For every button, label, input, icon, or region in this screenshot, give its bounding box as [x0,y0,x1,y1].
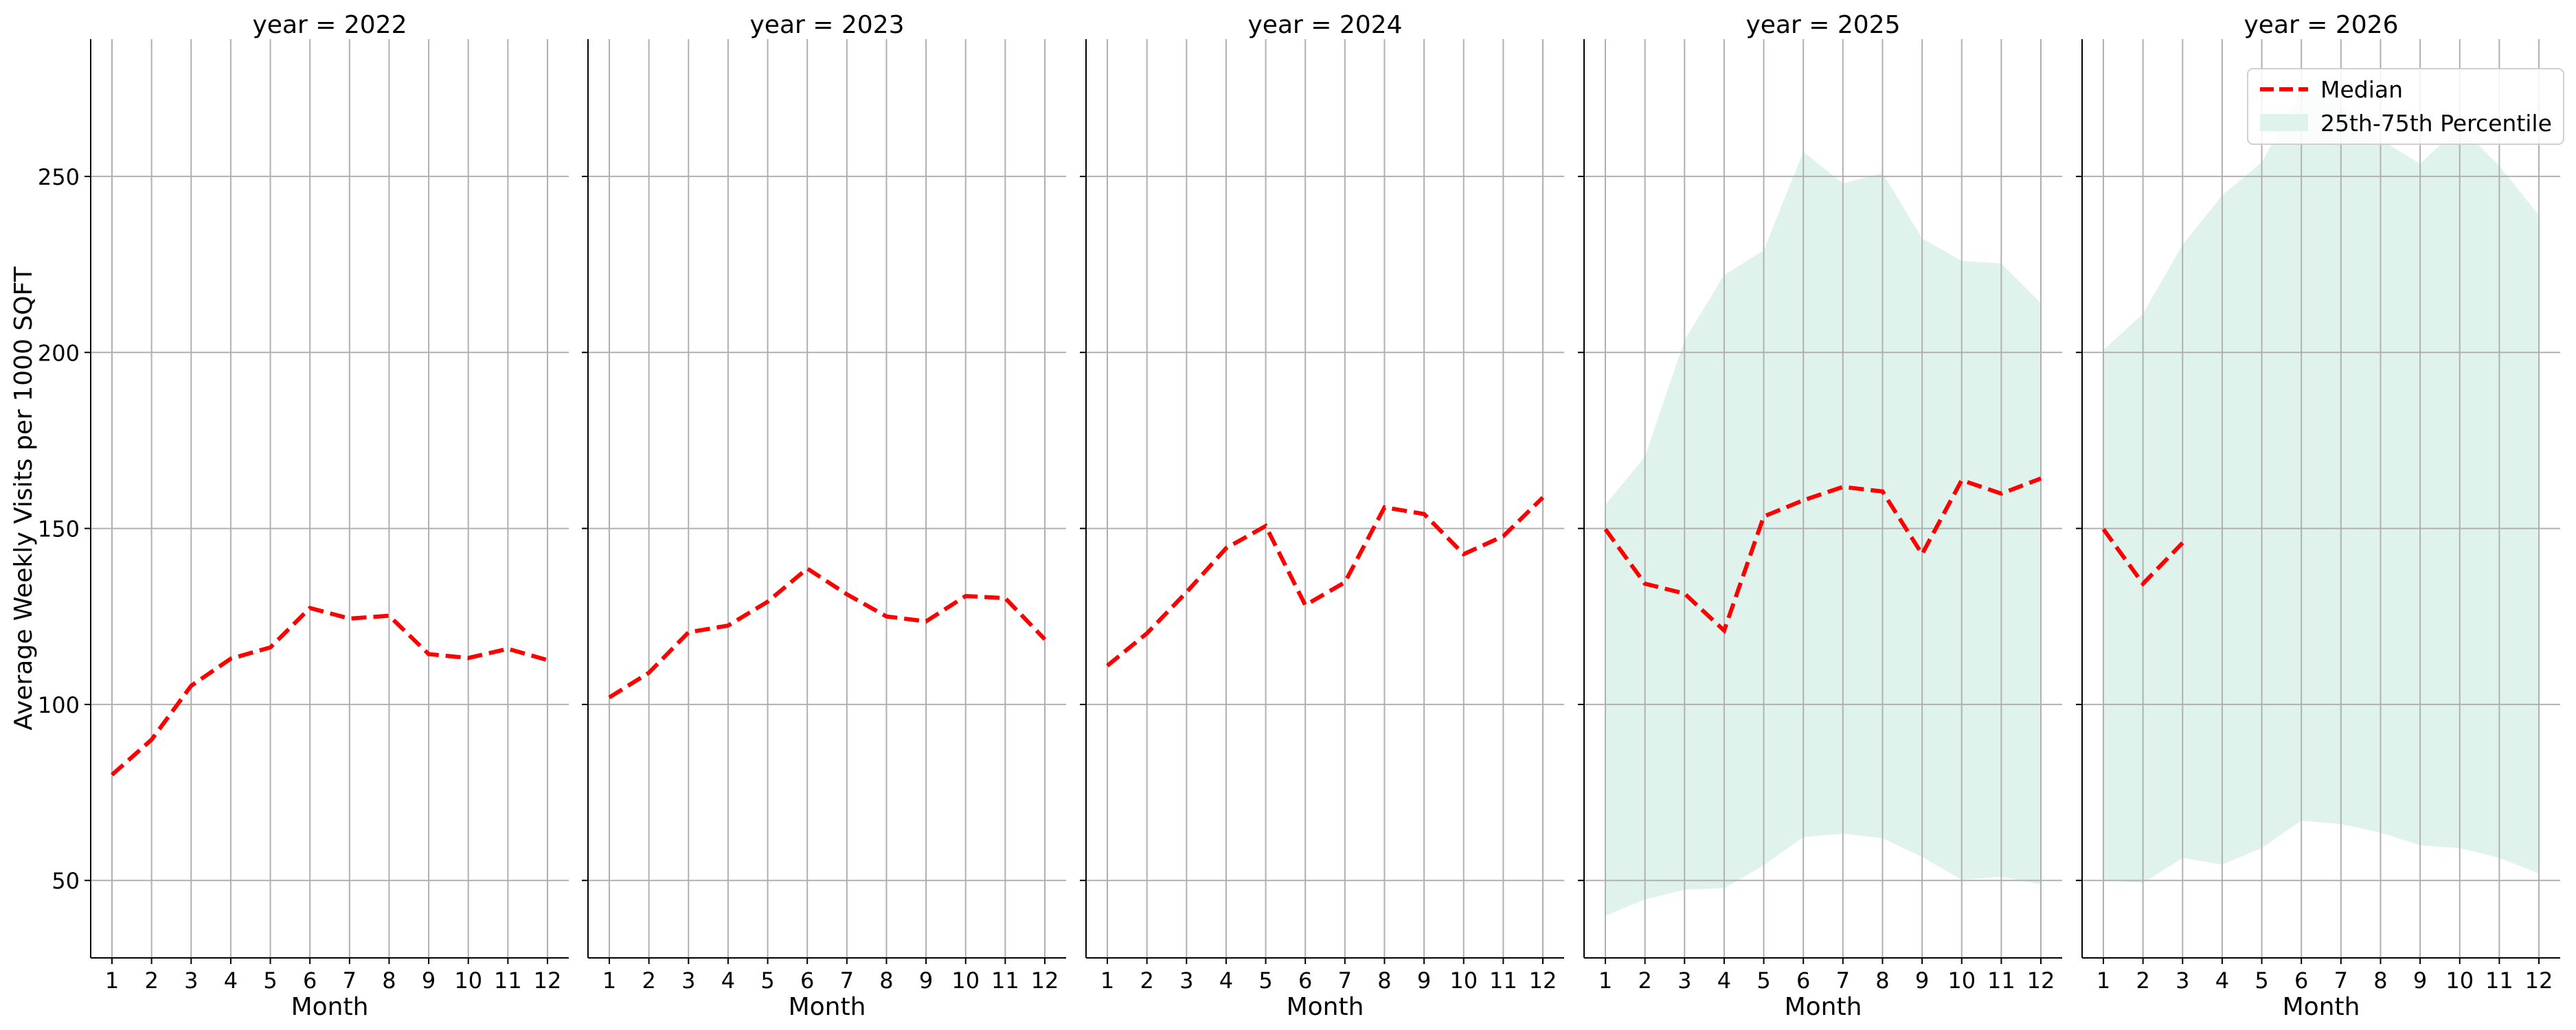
x-tick-label: 4 [2215,968,2229,994]
median-line [111,606,548,777]
x-tick-label: 6 [2294,968,2308,994]
x-tick-label: 7 [2334,968,2348,994]
x-tick-label: 4 [1717,968,1731,994]
x-axis-label: Month [291,993,369,1021]
percentile-band [1605,152,2041,916]
x-tick-label: 9 [1417,968,1431,994]
x-tick-label: 3 [184,968,198,994]
x-tick-label: 10 [1947,968,1976,994]
x-tick-label: 7 [1836,968,1850,994]
x-tick-label: 6 [1298,968,1312,994]
x-tick-label: 5 [1258,968,1272,994]
x-tick-label: 4 [224,968,238,994]
x-tick-label: 2 [642,968,655,994]
panel-title: year = 2026 [2244,11,2399,39]
x-tick-label: 12 [1529,968,1557,994]
percentile-band [2103,90,2539,883]
panel-title: year = 2024 [1248,11,1403,39]
x-tick-label: 1 [602,968,616,994]
legend: Median 25th-75th Percentile [2247,68,2564,145]
legend-band-label: 25th-75th Percentile [2320,110,2552,137]
x-axis-label: Month [1785,993,1862,1021]
x-tick-label: 2 [1638,968,1651,994]
panel-title: year = 2022 [253,11,407,39]
median-line [1603,476,2042,634]
legend-box [2247,68,2564,145]
x-tick-label: 3 [1179,968,1193,994]
y-tick-label: 50 [52,868,80,894]
x-tick-label: 12 [1031,968,1059,994]
x-tick-label: 10 [951,968,980,994]
legend-median-label: Median [2320,76,2403,103]
x-tick-label: 7 [840,968,854,994]
x-tick-label: 1 [2097,968,2110,994]
x-tick-label: 9 [2413,968,2427,994]
x-tick-label: 9 [422,968,436,994]
x-tick-label: 5 [760,968,774,994]
x-tick-label: 9 [919,968,933,994]
x-tick-label: 8 [2373,968,2387,994]
x-tick-label: 3 [681,968,695,994]
x-tick-label: 11 [494,968,522,994]
x-tick-label: 7 [343,968,357,994]
median-line [608,566,1047,700]
x-tick-label: 8 [1875,968,1889,994]
x-tick-label: 6 [1796,968,1810,994]
x-tick-label: 5 [2255,968,2268,994]
x-tick-label: 10 [454,968,482,994]
x-tick-label: 1 [1598,968,1612,994]
x-tick-label: 11 [1489,968,1517,994]
y-axis-label: Average Weekly Visits per 1000 SQFT [10,266,38,730]
x-tick-label: 6 [800,968,814,994]
panel-title: year = 2025 [1746,11,1901,39]
median-line [1106,496,1545,667]
x-tick-label: 11 [991,968,1019,994]
y-tick-label: 200 [38,340,80,366]
x-tick-label: 8 [382,968,396,994]
x-tick-label: 1 [105,968,119,994]
x-tick-label: 4 [721,968,735,994]
x-tick-label: 11 [1987,968,2015,994]
y-tick-label: 100 [38,692,80,718]
x-tick-label: 4 [1219,968,1233,994]
x-tick-label: 6 [303,968,317,994]
x-tick-label: 12 [2525,968,2553,994]
x-axis-label: Month [789,993,866,1021]
x-tick-label: 3 [1677,968,1691,994]
x-tick-label: 2 [144,968,158,994]
x-tick-label: 1 [1100,968,1114,994]
x-tick-label: 7 [1338,968,1352,994]
x-tick-label: 2 [2136,968,2149,994]
x-tick-label: 3 [2176,968,2189,994]
x-tick-label: 5 [263,968,277,994]
x-tick-label: 10 [2445,968,2474,994]
x-tick-label: 8 [1377,968,1391,994]
panel-title: year = 2023 [750,11,905,39]
y-tick-label: 250 [38,164,80,190]
legend-band-swatch [2260,114,2308,131]
x-axis-label: Month [1287,993,1364,1021]
x-tick-label: 5 [1756,968,1770,994]
x-tick-label: 12 [534,968,562,994]
x-tick-label: 11 [2485,968,2513,994]
x-tick-label: 2 [1140,968,1153,994]
x-axis-label: Month [2283,993,2360,1021]
x-tick-label: 8 [879,968,893,994]
x-tick-label: 9 [1915,968,1929,994]
x-tick-label: 12 [2027,968,2055,994]
y-tick-label: 150 [38,516,80,542]
x-tick-label: 10 [1449,968,1478,994]
